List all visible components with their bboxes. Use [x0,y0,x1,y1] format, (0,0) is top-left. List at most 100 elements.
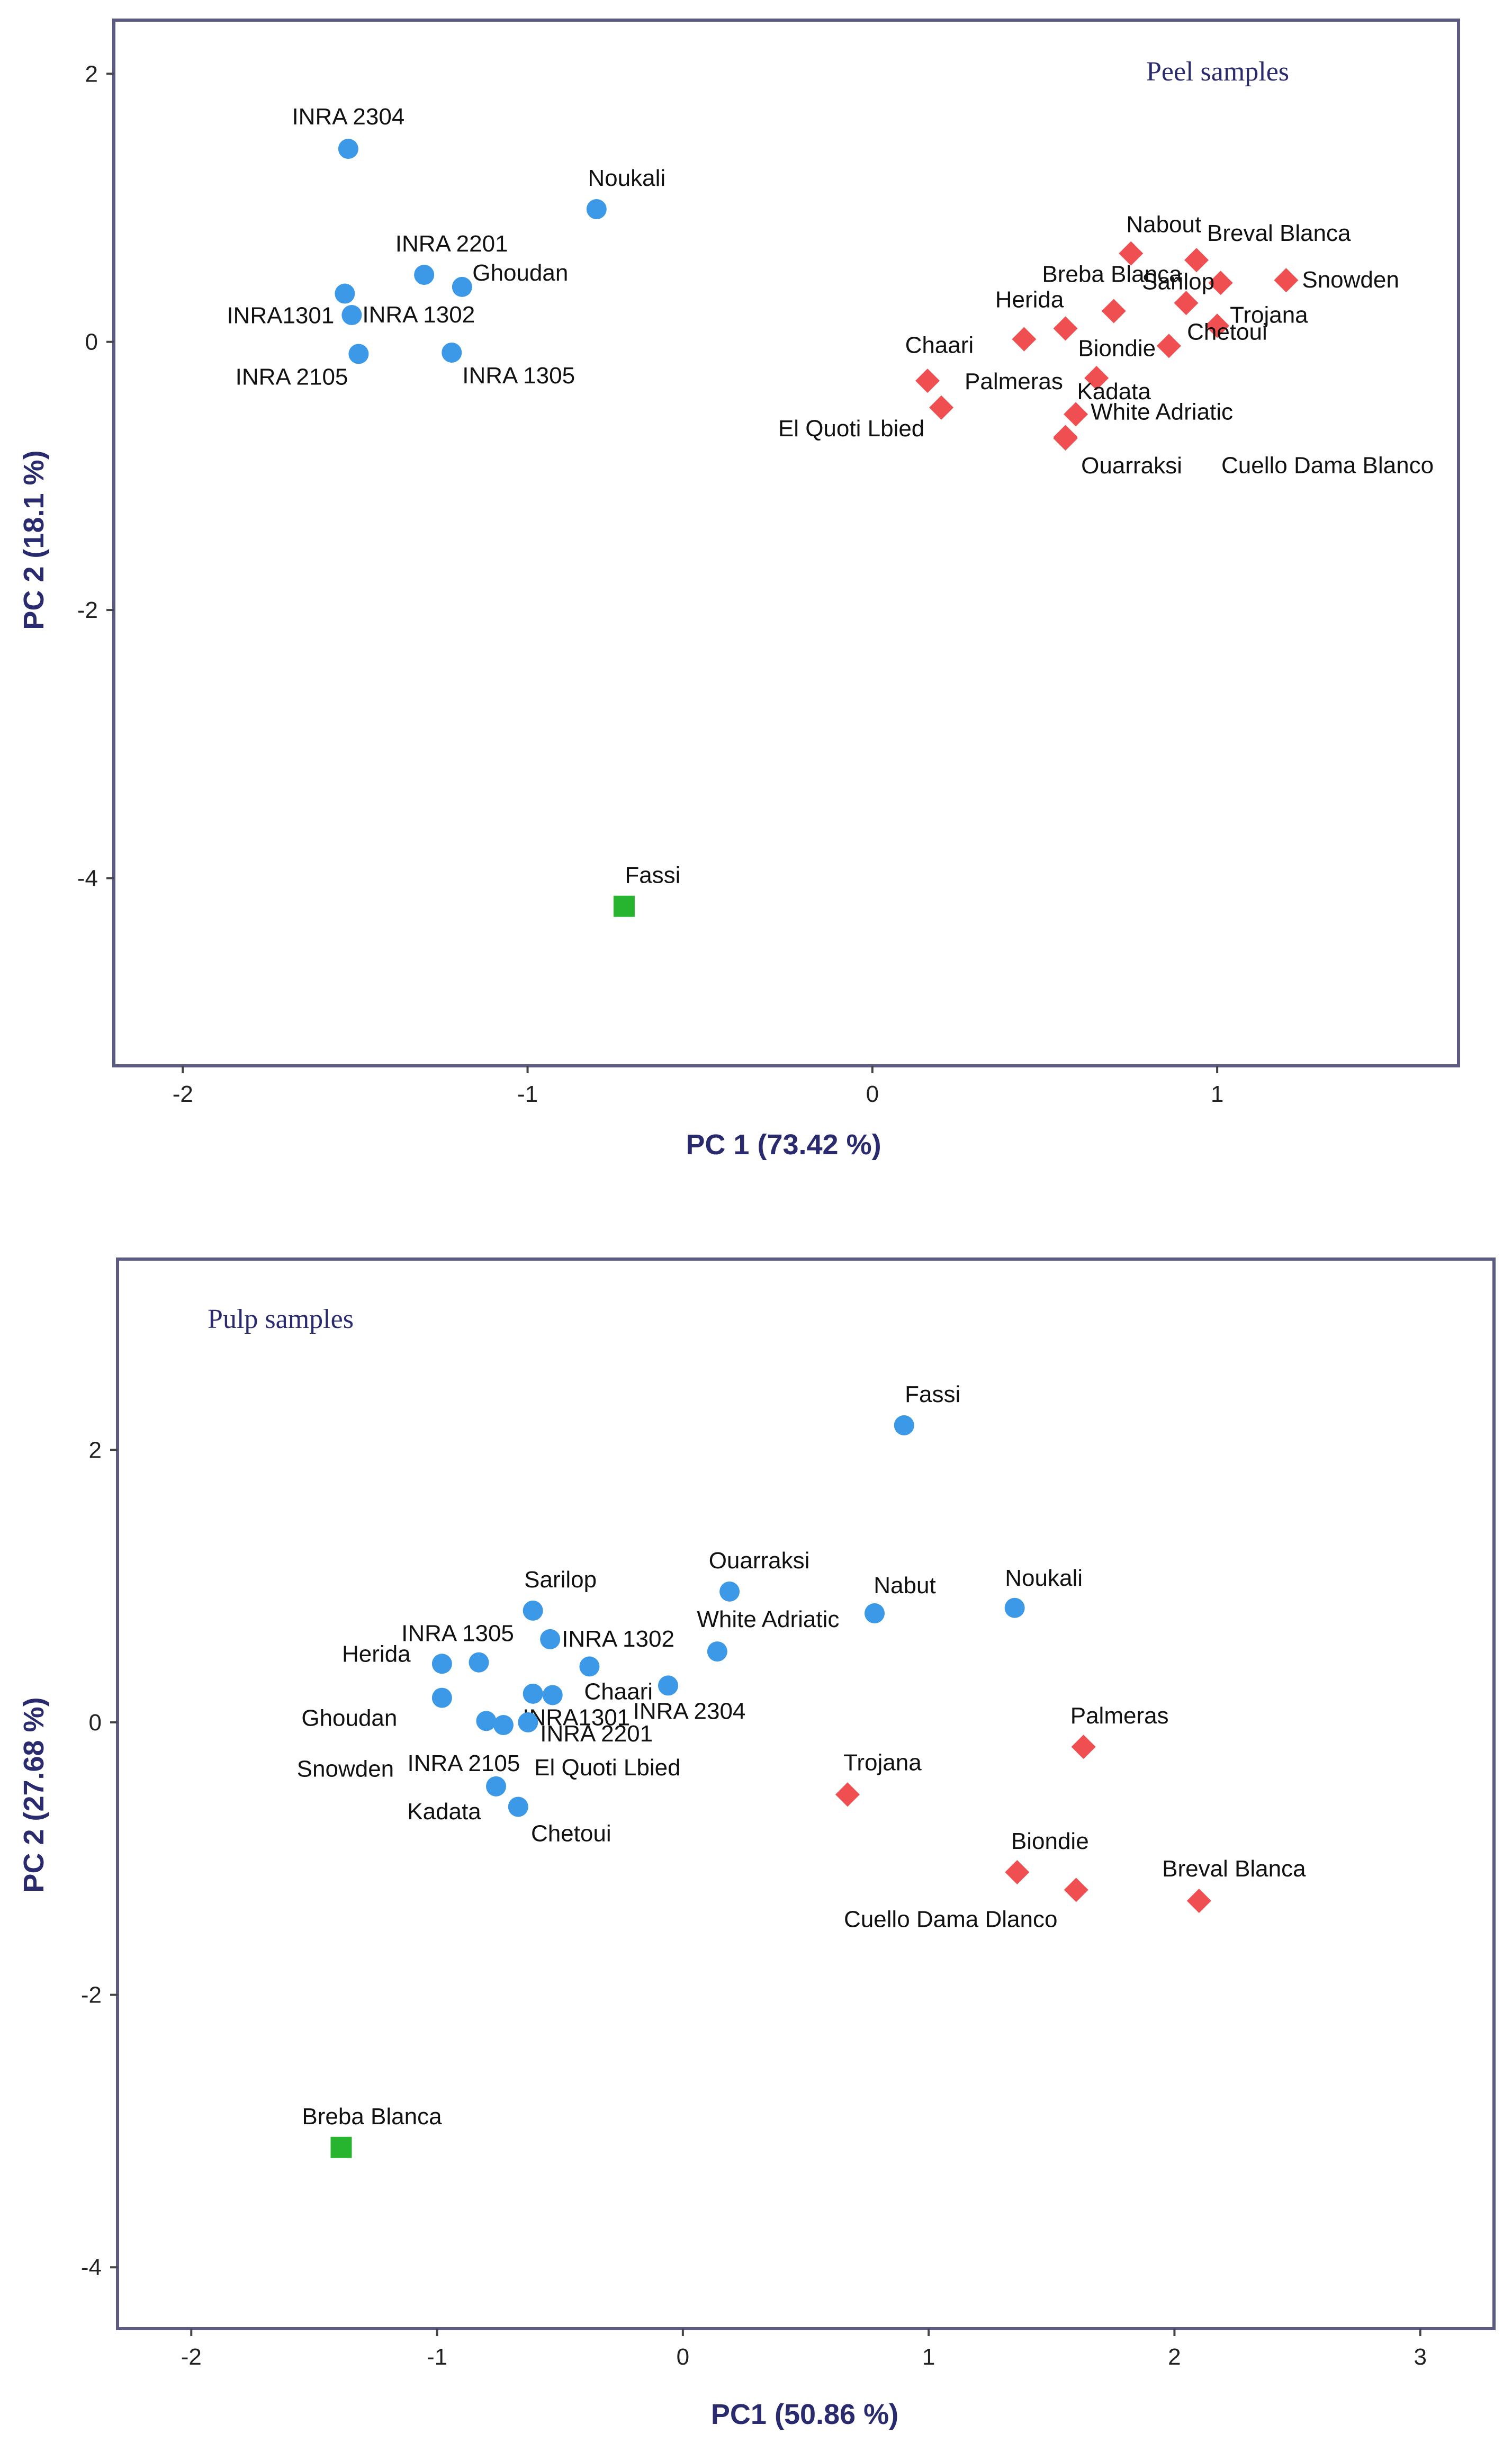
point-label: Palmeras [965,369,1063,394]
pulp-pca-panel: -2 -1 0 1 2 3 2 0 -2 -4 Fassi Ouarraksi Noukali Sari… [18,1258,1496,2430]
pulp-points: Fassi Ouarraksi Noukali Sarilop Nabut INRA 13… [297,1381,1306,2158]
scatter-point-diamond [915,369,940,393]
scatter-point-diamond [1084,366,1109,391]
peel-plot-frame [112,19,1460,1067]
point-label: Palmeras [1070,1703,1169,1729]
x-tick-label: 1 [922,2344,935,2370]
point-label: Herida [995,286,1064,312]
scatter-point-circle [523,1683,543,1704]
scatter-point-diamond [1274,268,1299,293]
point-label: Cuello Dama Dlanco [844,1906,1058,1932]
point-label: White Adriatic [1091,399,1233,425]
point-label: Noukali [1005,1565,1083,1591]
scatter-point-circle [508,1797,528,1817]
pulp-ticks: -2 -1 0 1 2 3 2 0 -2 -4 [81,1437,1427,2370]
scatter-point-circle [719,1581,740,1602]
x-tick-label: -2 [181,2344,202,2370]
scatter-point-square [613,895,635,917]
point-label: Nabout [1126,212,1201,238]
point-label: Breval Blanca [1162,1856,1306,1882]
peel-pca-panel: -2 -1 0 1 2 0 -2 -4 INRA 2304 Noukali INRA 2201 Gh… [18,19,1460,1161]
point-label: Fassi [905,1381,960,1407]
scatter-point-circle [469,1652,489,1673]
scatter-point-circle [442,342,462,363]
point-label: Snowden [297,1756,394,1782]
point-label: INRA 1302 [362,302,475,328]
scatter-point-diamond [1174,291,1199,316]
y-tick-label: 2 [89,1437,102,1463]
peel-y-axis-label: PC 2 (18.1 %) [18,450,50,630]
point-label: Cuello Dama Blanco [1221,452,1434,478]
x-tick-label: 2 [1168,2344,1181,2370]
point-label: Trojana [843,1749,922,1775]
scatter-point-diamond [1053,316,1078,341]
peel-x-axis-label: PC 1 (73.42 %) [686,1129,881,1161]
peel-ticks: -2 -1 0 1 2 0 -2 -4 [77,61,1223,1107]
x-tick-label: 1 [1211,1081,1223,1107]
point-label: Chetoui [531,1820,611,1846]
x-tick-label: -1 [427,2344,447,2370]
scatter-point-circle [431,1654,452,1674]
peel-panel-title: Peel samples [1146,57,1289,87]
point-label: INRA 1305 [401,1621,514,1647]
scatter-point-circle [452,276,472,297]
point-label: INRA 2105 [408,1750,520,1776]
point-label: Noukali [588,165,665,191]
y-tick-label: 0 [89,1710,102,1736]
point-label: Breval Blanca [1207,220,1351,246]
scatter-point-circle [486,1776,506,1797]
y-tick-label: 0 [85,329,98,355]
point-label: Nabut [874,1573,935,1598]
scatter-point-circle [1004,1597,1025,1618]
point-label: Kadata [1077,379,1151,405]
point-label: INRA 1305 [462,363,575,389]
point-label: Herida [342,1641,411,1667]
scatter-point-diamond [1064,1878,1088,1902]
pulp-panel-title: Pulp samples [208,1304,354,1334]
scatter-point-circle [894,1415,914,1435]
y-tick-label: -2 [77,597,98,623]
x-tick-label: -2 [173,1081,193,1107]
y-tick-label: -2 [81,1982,102,2008]
point-label: INRA 2304 [633,1698,746,1724]
scatter-point-circle [540,1629,561,1649]
y-tick-label: -4 [81,2255,102,2280]
scatter-point-diamond [1101,299,1126,324]
scatter-point-circle [707,1641,727,1662]
x-tick-label: 3 [1414,2344,1426,2370]
point-label: Kadata [407,1799,481,1825]
point-label: Sarilop [524,1567,597,1593]
scatter-point-diamond [1184,248,1209,273]
point-label: Snowden [1302,267,1399,293]
y-tick-label: 2 [85,61,98,87]
point-label: INRA1301 [523,1704,630,1730]
point-label: INRA 2201 [540,1721,653,1747]
point-label: Trojana [1230,302,1308,328]
scatter-point-circle [518,1712,538,1732]
point-label: Biondie [1011,1828,1089,1854]
x-tick-label: 0 [866,1081,879,1107]
scatter-point-diamond [835,1782,860,1807]
point-label: Biondie [1078,335,1156,361]
point-label: Sarilop [1142,268,1214,294]
pulp-y-axis-label: PC 2 (27.68 %) [18,1697,50,1892]
scatter-point-circle [865,1603,885,1624]
point-label: INRA 2201 [395,231,508,257]
scatter-point-diamond [1156,334,1181,358]
point-label: Breba Blanca [1042,261,1182,287]
point-label: Ouarraksi [709,1548,810,1574]
scatter-point-diamond [1064,402,1088,427]
x-tick-label: -1 [517,1081,538,1107]
point-label: El Quoti Lbied [534,1755,680,1781]
point-label: Breba Blanca [302,2104,442,2130]
scatter-point-circle [335,283,355,304]
point-label: Ghoudan [472,260,568,286]
point-label: INRA1301 [227,303,334,329]
scatter-point-circle [341,305,362,326]
scatter-point-circle [493,1715,514,1736]
point-label: Ouarraksi [1081,453,1182,479]
scatter-point-circle [414,265,435,285]
scatter-point-circle [579,1656,600,1677]
scatter-point-diamond [1005,1860,1030,1884]
